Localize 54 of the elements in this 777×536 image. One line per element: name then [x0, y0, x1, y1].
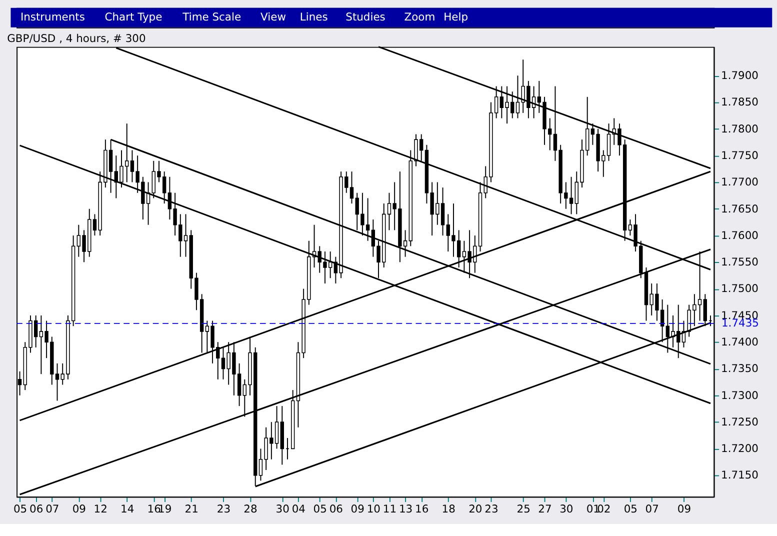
- y-tick-label: 1.7900: [721, 69, 759, 82]
- x-tick-label: 25: [516, 502, 530, 516]
- x-tick-label: 07: [46, 502, 60, 516]
- x-tick-label: 09: [677, 502, 692, 516]
- y-tick-label: 1.7200: [721, 442, 759, 456]
- x-tick-label: 09: [350, 502, 365, 516]
- y-tick-label: 1.7500: [721, 282, 759, 296]
- x-tick-label: 20: [468, 502, 482, 516]
- x-tick-label: 30: [560, 502, 574, 516]
- x-tick-label: 09: [72, 502, 86, 516]
- x-tick-label: 11: [382, 502, 397, 516]
- y-tick-label: 1.7400: [721, 336, 759, 348]
- x-tick-label: 21: [184, 502, 198, 516]
- x-tick-label: 13: [398, 502, 413, 516]
- text: View: [260, 10, 286, 24]
- text: Lines: [300, 10, 328, 24]
- text: Time Scale: [182, 10, 242, 24]
- y-tick-label: 1.7650: [721, 202, 759, 216]
- x-tick-label: 23: [216, 502, 231, 516]
- y-tick-label: 1.7550: [721, 256, 759, 269]
- x-tick-label: 18: [442, 502, 456, 516]
- y-tick-label: 1.7300: [721, 388, 759, 402]
- y-tick-label: 1.7700: [721, 176, 759, 189]
- text: Studies: [346, 10, 386, 24]
- x-tick-label: 07: [645, 502, 659, 516]
- x-tick-label: 05: [313, 502, 327, 516]
- y-tick-label: 1.7750: [721, 148, 759, 162]
- x-tick-label: 06: [30, 502, 44, 516]
- x-tick-label: 06: [329, 502, 344, 516]
- x-tick-label: 14: [120, 502, 134, 516]
- y-tick-label: 1.7850: [721, 96, 759, 109]
- x-tick-label: 12: [94, 502, 108, 516]
- y-tick-label: 1.7350: [721, 362, 759, 376]
- text: Chart Type: [104, 10, 163, 24]
- candlestick: [55, 362, 60, 402]
- text: Instruments: [20, 10, 86, 24]
- x-tick-label: 10: [366, 502, 381, 516]
- text: Help: [444, 10, 468, 24]
- x-tick-label: 23: [484, 502, 498, 516]
- x-tick-label: 04: [292, 502, 306, 516]
- text: Zoom: [404, 10, 436, 24]
- x-tick-label: 30: [276, 502, 290, 516]
- y-tick-label: 1.7150: [721, 468, 759, 482]
- x-tick-label: 01: [586, 502, 600, 516]
- y-tick-label: 1.7600: [721, 228, 759, 242]
- x-tick-label: 16: [415, 502, 429, 516]
- x-tick-label: 02: [597, 502, 611, 516]
- x-tick-label: 27: [538, 502, 552, 516]
- y-tick-label: 1.7250: [721, 415, 759, 428]
- y-tick-label: 1.7800: [721, 122, 759, 136]
- chart-title: GBP/USD , 4 hours, # 300: [7, 32, 146, 46]
- x-tick-label: 05: [624, 502, 638, 516]
- x-tick-label: 05: [13, 502, 28, 516]
- x-tick-label: 28: [244, 502, 258, 516]
